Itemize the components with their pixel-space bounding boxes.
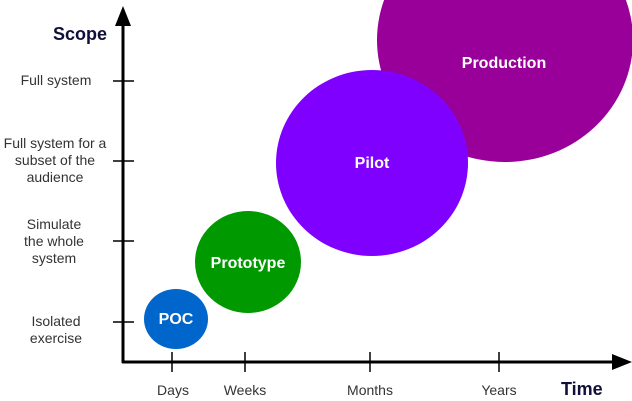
prototype-bubble	[195, 211, 301, 313]
y-tick-label-isolated: Isolated exercise	[29, 313, 83, 346]
pilot-label: Pilot	[354, 155, 390, 172]
production-label: Production	[461, 55, 547, 72]
poc-label: POC	[158, 311, 194, 328]
y-tick-label-simulate: Simulate the whole system	[24, 216, 84, 266]
y-tick-label-full-system: Full system	[20, 72, 92, 88]
y-tick-label-subset: Full system for a subset of the audience	[3, 135, 107, 185]
x-tick-label-months: Months	[347, 382, 393, 398]
x-tick-label-years: Years	[481, 382, 517, 398]
x-axis-arrow-icon	[612, 354, 632, 370]
y-axis-arrow-icon	[115, 6, 131, 26]
y-axis-title: Scope	[53, 24, 108, 44]
x-axis-title: Time	[561, 379, 603, 399]
x-tick-label-days: Days	[157, 382, 189, 398]
prototype-label: Prototype	[210, 255, 286, 272]
pilot-bubble	[276, 70, 468, 256]
x-tick-label-weeks: Weeks	[223, 382, 267, 398]
poc-bubble	[144, 289, 208, 349]
